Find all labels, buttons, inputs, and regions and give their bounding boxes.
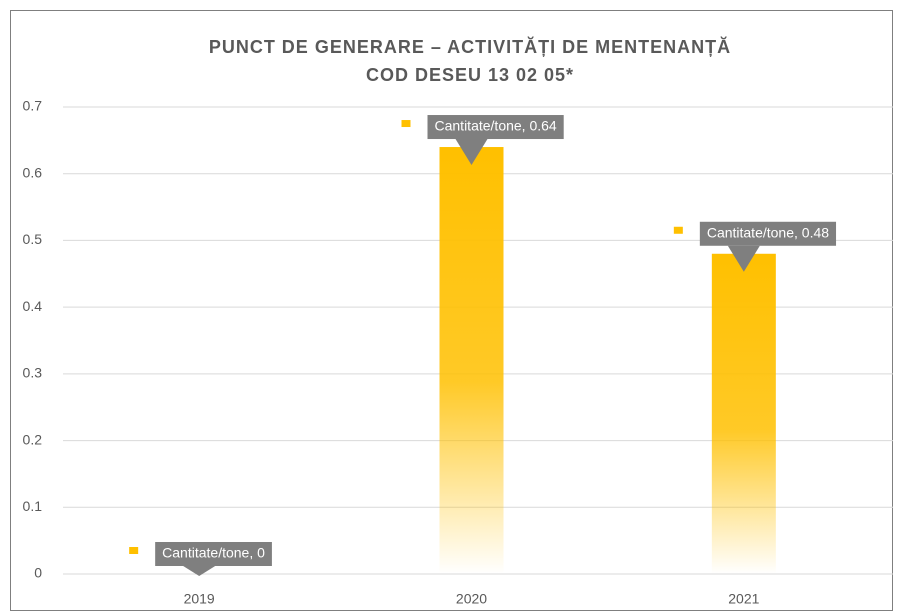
bar [711, 253, 776, 574]
y-tick-label: 0 [34, 565, 42, 581]
data-label: Cantitate/tone, 0.48 [707, 224, 829, 240]
bar [439, 147, 504, 574]
y-tick-label: 0.6 [23, 164, 43, 180]
data-label: Cantitate/tone, 0.64 [435, 118, 557, 134]
y-tick-label: 0.1 [23, 498, 43, 514]
y-tick-label: 0.7 [23, 98, 43, 114]
x-tick-label: 2021 [728, 591, 759, 607]
x-tick-label: 2019 [184, 591, 215, 607]
y-tick-label: 0.4 [23, 298, 43, 314]
y-tick-label: 0.3 [23, 365, 43, 381]
data-label-pointer [183, 566, 216, 576]
legend-key [673, 226, 683, 234]
legend-key [401, 120, 411, 128]
data-label: Cantitate/tone, 0 [162, 545, 265, 561]
chart-title: PUNCT DE GENERARE – ACTIVITĂȚI DE MENTEN… [209, 36, 731, 57]
legend-key [129, 547, 139, 554]
y-tick-label: 0.5 [23, 231, 43, 247]
data-label-pointer [727, 245, 760, 272]
data-label-box [155, 542, 272, 566]
chart-subtitle: COD DESEU 13 02 05* [366, 65, 574, 85]
x-tick-label: 2020 [456, 591, 487, 607]
data-label-box [427, 115, 564, 140]
data-label-pointer [455, 139, 488, 166]
data-label-box [699, 221, 837, 246]
y-tick-label: 0.2 [23, 431, 43, 447]
